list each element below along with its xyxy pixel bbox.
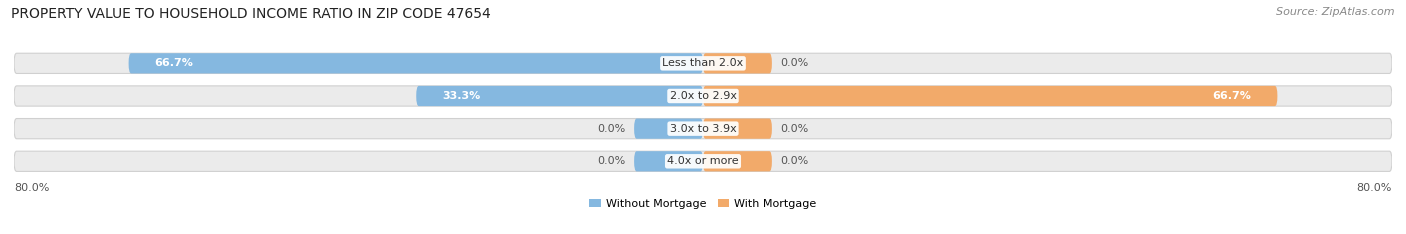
Text: 0.0%: 0.0% bbox=[780, 156, 808, 166]
Text: Source: ZipAtlas.com: Source: ZipAtlas.com bbox=[1277, 7, 1395, 17]
Text: 0.0%: 0.0% bbox=[598, 124, 626, 134]
Text: 66.7%: 66.7% bbox=[155, 58, 193, 68]
Text: 2.0x to 2.9x: 2.0x to 2.9x bbox=[669, 91, 737, 101]
Text: PROPERTY VALUE TO HOUSEHOLD INCOME RATIO IN ZIP CODE 47654: PROPERTY VALUE TO HOUSEHOLD INCOME RATIO… bbox=[11, 7, 491, 21]
FancyBboxPatch shape bbox=[703, 119, 772, 139]
FancyBboxPatch shape bbox=[14, 86, 1392, 106]
Text: 4.0x or more: 4.0x or more bbox=[668, 156, 738, 166]
Text: 0.0%: 0.0% bbox=[598, 156, 626, 166]
Text: 33.3%: 33.3% bbox=[441, 91, 481, 101]
FancyBboxPatch shape bbox=[703, 151, 772, 172]
FancyBboxPatch shape bbox=[703, 53, 772, 73]
Text: 3.0x to 3.9x: 3.0x to 3.9x bbox=[669, 124, 737, 134]
Text: 80.0%: 80.0% bbox=[1357, 183, 1392, 194]
Legend: Without Mortgage, With Mortgage: Without Mortgage, With Mortgage bbox=[585, 194, 821, 213]
Text: 80.0%: 80.0% bbox=[14, 183, 49, 194]
FancyBboxPatch shape bbox=[128, 53, 703, 73]
Text: 0.0%: 0.0% bbox=[780, 58, 808, 68]
Text: 66.7%: 66.7% bbox=[1213, 91, 1251, 101]
Text: Less than 2.0x: Less than 2.0x bbox=[662, 58, 744, 68]
FancyBboxPatch shape bbox=[634, 119, 703, 139]
FancyBboxPatch shape bbox=[703, 86, 1278, 106]
FancyBboxPatch shape bbox=[14, 53, 1392, 73]
FancyBboxPatch shape bbox=[416, 86, 703, 106]
Text: 0.0%: 0.0% bbox=[780, 124, 808, 134]
FancyBboxPatch shape bbox=[634, 151, 703, 172]
FancyBboxPatch shape bbox=[14, 151, 1392, 172]
FancyBboxPatch shape bbox=[14, 119, 1392, 139]
